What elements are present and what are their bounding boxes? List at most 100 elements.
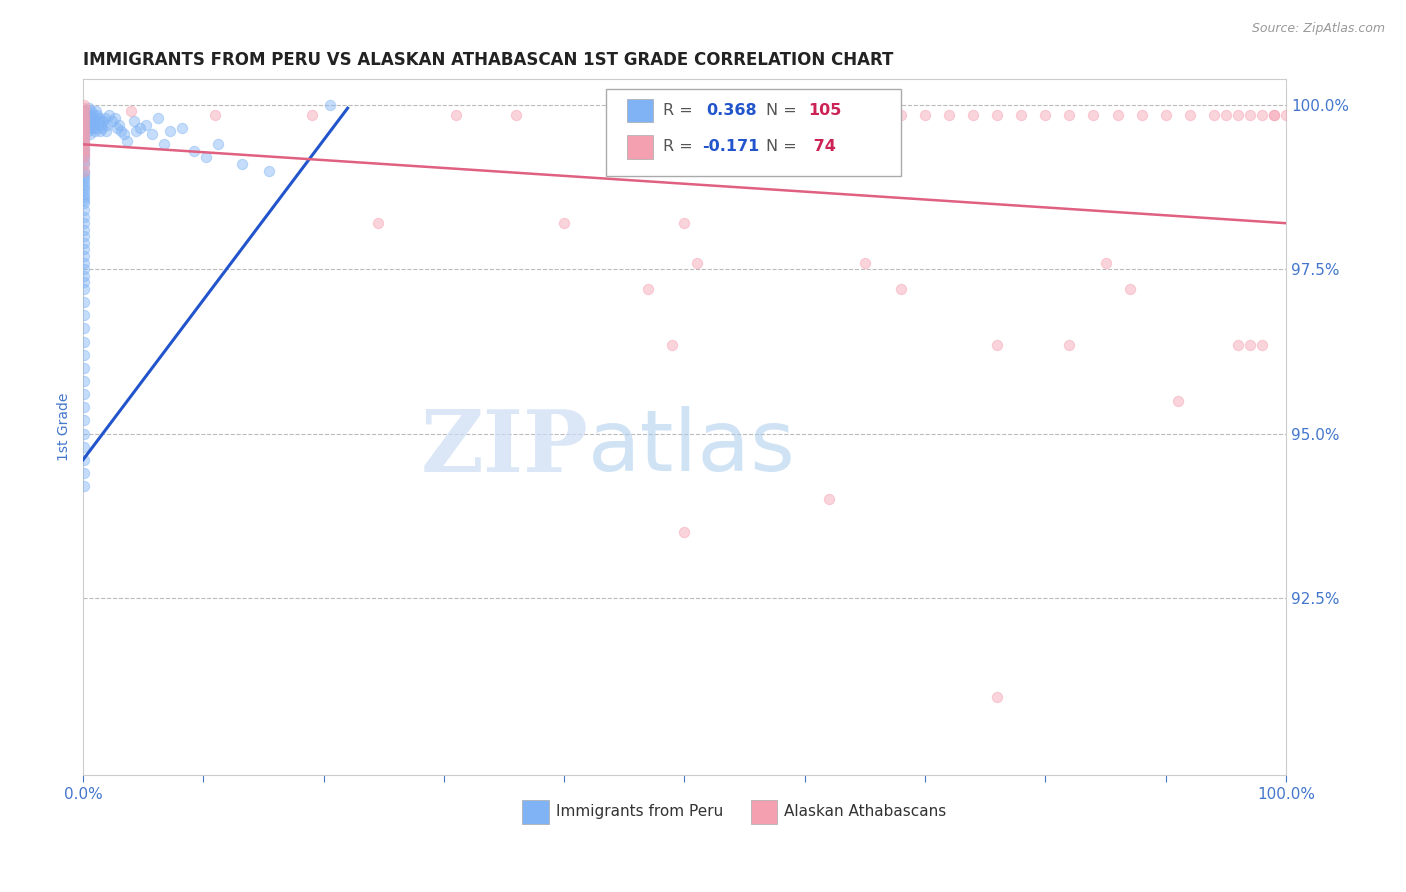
Point [1010,108,1032,122]
Point [661,338,683,352]
Point [76,114,98,128]
Point [73,348,96,362]
Point [82,111,104,125]
Point [73,308,96,322]
Point [73,128,96,142]
Point [82,120,104,135]
Point [73,151,96,165]
Point [758,108,780,122]
Point [73,118,96,132]
Point [73,104,96,119]
Point [73,321,96,335]
Point [962,108,984,122]
Point [90,118,112,132]
Point [673,216,696,230]
Point [73,140,96,154]
Point [1107,108,1129,122]
Point [1059,338,1081,352]
Point [83,108,105,122]
Point [73,108,96,122]
Point [73,167,96,181]
Point [73,223,96,237]
Point [73,111,96,125]
Text: Immigrants from Peru: Immigrants from Peru [555,804,723,819]
Point [79,128,101,142]
Point [77,120,100,135]
Point [128,120,150,135]
Point [73,101,96,115]
Point [73,114,96,128]
Point [73,453,96,467]
Point [73,134,96,148]
Point [259,163,281,178]
Point [73,401,96,415]
Point [84,104,107,119]
Text: atlas: atlas [588,407,796,490]
Point [83,118,105,132]
Point [80,114,103,128]
Point [73,360,96,375]
Point [96,118,118,132]
Point [73,144,96,158]
Point [76,124,98,138]
Point [170,120,193,135]
Bar [627,135,654,159]
Point [673,525,696,540]
Point [73,98,96,112]
Point [914,108,936,122]
Point [553,216,575,230]
Point [842,111,865,125]
Point [73,268,96,283]
Point [73,426,96,441]
Point [73,124,96,138]
Point [73,249,96,263]
Text: -0.171: -0.171 [703,139,759,154]
Point [73,186,96,201]
Point [73,111,96,125]
Point [73,210,96,224]
Point [73,153,96,168]
Point [73,180,96,194]
Point [73,202,96,217]
Point [207,137,229,152]
Point [73,173,96,187]
Point [73,183,96,197]
Point [73,104,96,119]
Point [1167,393,1189,408]
Text: IMMIGRANTS FROM PERU VS ALASKAN ATHABASCAN 1ST GRADE CORRELATION CHART: IMMIGRANTS FROM PERU VS ALASKAN ATHABASC… [83,51,893,69]
Point [183,144,205,158]
Point [73,120,96,135]
Point [73,255,96,269]
Point [73,276,96,290]
Point [73,151,96,165]
Point [817,492,839,507]
Point [152,137,174,152]
Point [73,170,96,185]
Point [1083,108,1105,122]
Point [73,229,96,244]
Point [79,118,101,132]
Point [125,124,148,138]
Point [505,108,527,122]
Text: N =: N = [766,103,797,118]
Y-axis label: 1st Grade: 1st Grade [58,392,72,461]
Point [86,108,108,122]
Bar [627,99,654,122]
FancyBboxPatch shape [606,89,901,176]
Point [87,111,110,125]
Point [73,114,96,128]
Point [141,128,163,142]
Point [73,196,96,211]
Point [73,190,96,204]
Point [1263,108,1285,122]
Point [146,111,169,125]
Point [1275,108,1298,122]
Point [866,108,889,122]
Point [73,193,96,207]
Point [104,111,127,125]
Point [367,216,389,230]
Point [709,108,731,122]
Point [73,108,96,122]
Point [84,120,107,135]
Point [986,338,1008,352]
